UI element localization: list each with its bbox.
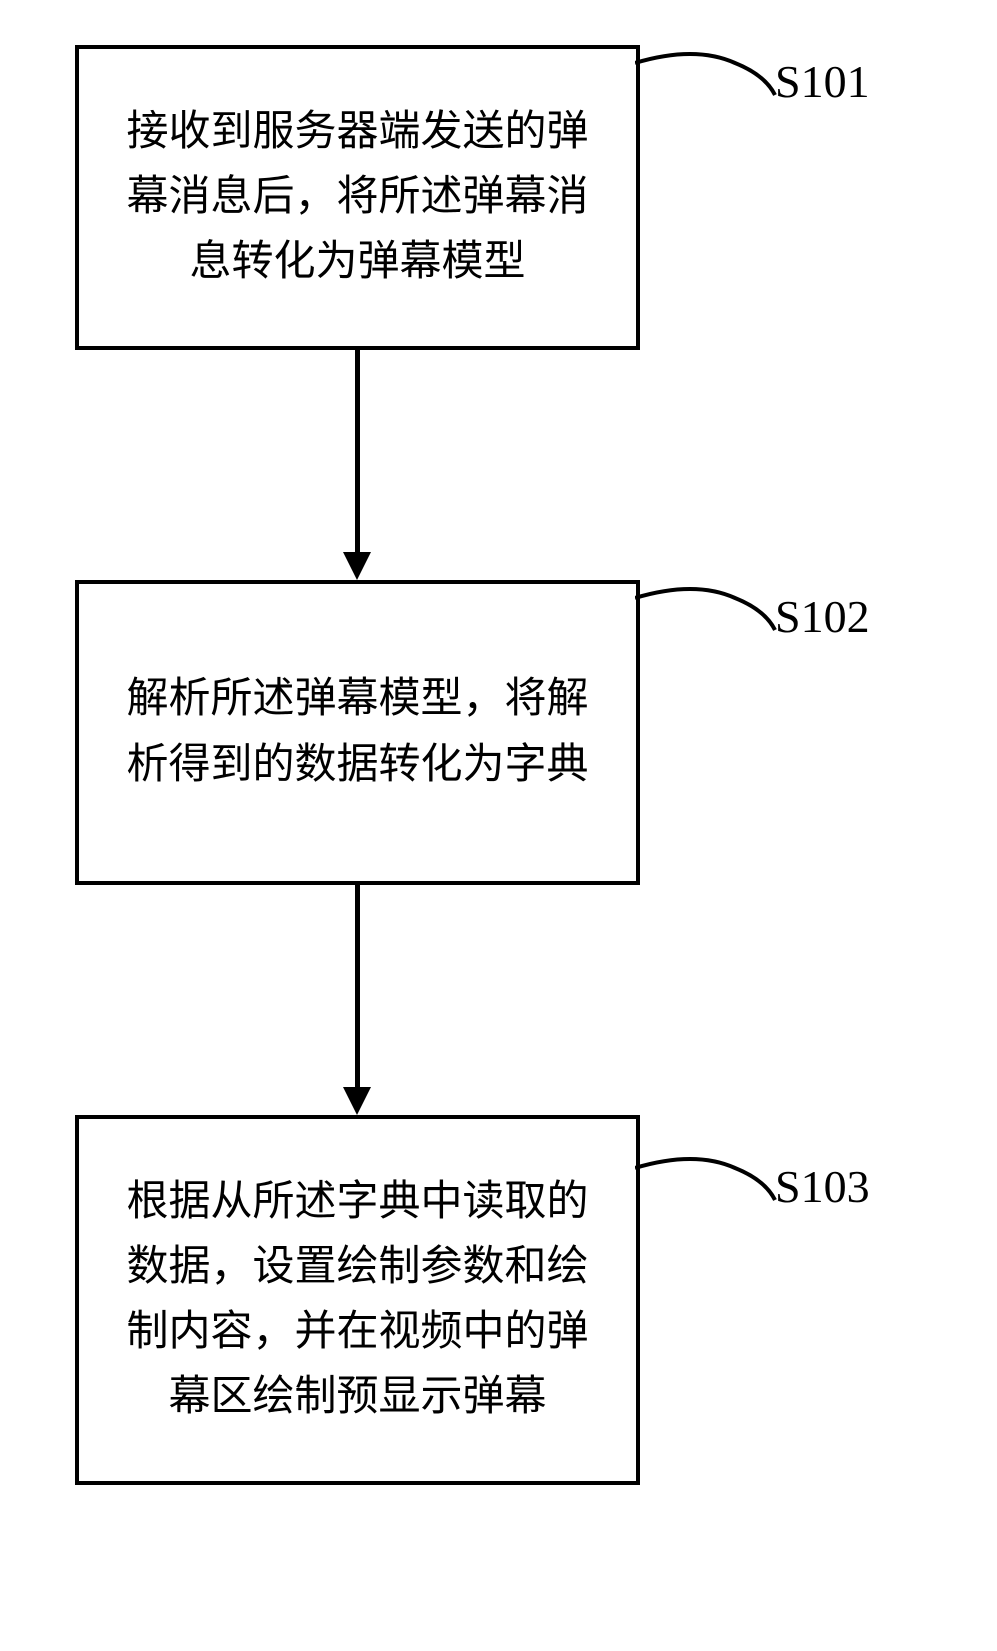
label-connector-2: [635, 580, 780, 650]
arrow-2-3-head: [343, 1087, 371, 1115]
flow-label-1: S101: [775, 55, 870, 108]
flow-node-3-text: 根据从所述字典中读取的数据，设置绘制参数和绘制内容，并在视频中的弹幕区绘制预显示…: [109, 1170, 606, 1430]
label-connector-3: [635, 1150, 780, 1220]
flow-node-1: 接收到服务器端发送的弹幕消息后，将所述弹幕消息转化为弹幕模型: [75, 45, 640, 350]
flowchart-canvas: 接收到服务器端发送的弹幕消息后，将所述弹幕消息转化为弹幕模型 S101 解析所述…: [0, 0, 997, 1651]
flow-node-3: 根据从所述字典中读取的数据，设置绘制参数和绘制内容，并在视频中的弹幕区绘制预显示…: [75, 1115, 640, 1485]
arrow-1-2-line: [355, 350, 360, 555]
flow-node-2-text: 解析所述弹幕模型，将解析得到的数据转化为字典: [109, 667, 606, 797]
flow-node-1-text: 接收到服务器端发送的弹幕消息后，将所述弹幕消息转化为弹幕模型: [109, 100, 606, 295]
arrow-1-2-head: [343, 552, 371, 580]
flow-label-2: S102: [775, 590, 870, 643]
label-connector-1: [635, 45, 780, 115]
flow-node-2: 解析所述弹幕模型，将解析得到的数据转化为字典: [75, 580, 640, 885]
flow-label-3: S103: [775, 1160, 870, 1213]
arrow-2-3-line: [355, 885, 360, 1090]
